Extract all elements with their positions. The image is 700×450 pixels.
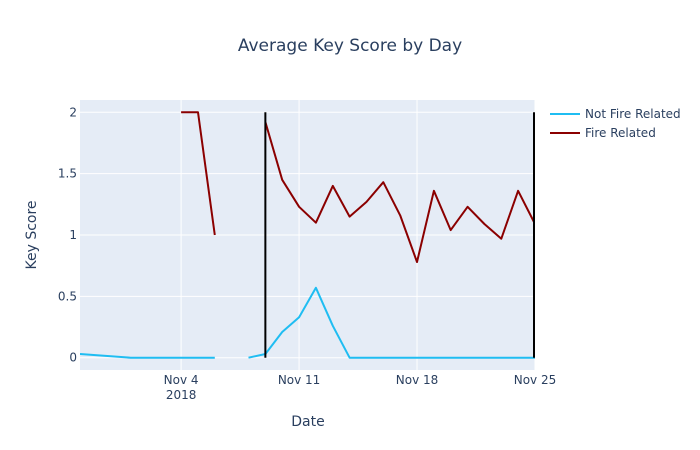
- y-axis-ticks: 0 0.5 1 1.5 2: [58, 105, 77, 364]
- legend-label: Not Fire Related: [585, 107, 681, 121]
- y-axis-title: Key Score: [24, 200, 40, 269]
- y-tick-label: 0.5: [58, 289, 77, 303]
- series-line-0: [80, 286, 535, 359]
- y-tick-label: 0: [69, 351, 77, 365]
- x-tick-label: Nov 11: [278, 373, 321, 387]
- y-tick-label: 1.5: [58, 167, 77, 181]
- x-tick-sublabel: 2018: [166, 388, 197, 402]
- legend-item[interactable]: Not Fire Related: [550, 107, 681, 121]
- y-tick-label: 1: [69, 228, 77, 242]
- x-tick-label: Nov 4: [164, 373, 199, 387]
- legend-label: Fire Related: [585, 126, 656, 140]
- legend-item[interactable]: Fire Related: [550, 126, 656, 140]
- series-layer: [80, 111, 535, 359]
- chart-title: Average Key Score by Day: [238, 36, 462, 56]
- x-tick-label: Nov 18: [396, 373, 439, 387]
- y-tick-label: 2: [69, 105, 77, 119]
- legend[interactable]: Not Fire Related Fire Related: [550, 107, 681, 140]
- series-line-1: [181, 111, 535, 263]
- vertical-markers: [264, 112, 535, 358]
- x-axis-title: Date: [291, 414, 324, 430]
- x-tick-label: Nov 25: [514, 373, 557, 387]
